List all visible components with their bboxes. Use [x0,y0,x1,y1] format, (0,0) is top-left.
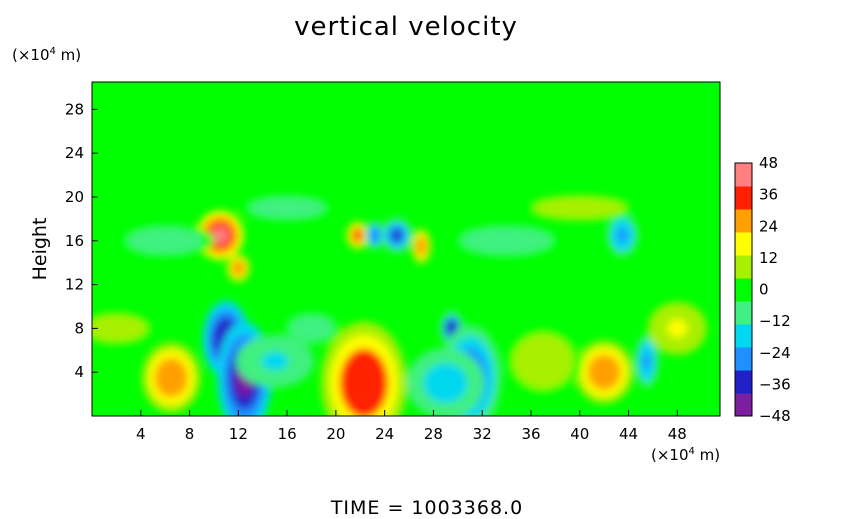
x-tick-label: 48 [668,425,687,443]
colorbar-swatch [735,347,752,371]
colorbar-swatch [735,209,752,233]
x-tick-label: 20 [326,425,345,443]
velocity-cell [102,322,130,335]
velocity-cell [529,349,557,374]
plot-frame [91,81,721,417]
colorbar-tick-label: −48 [759,407,791,425]
velocity-cell [391,229,403,242]
y-unit-prefix: (×10 [12,46,50,64]
x-tick-label: 40 [570,425,589,443]
colorbar-swatch [735,393,752,417]
velocity-cell [234,263,243,273]
x-tick-label: 28 [424,425,443,443]
y-tick-label: 28 [65,100,84,118]
colorbar-tick-label: −36 [759,375,791,393]
colorbar-swatch [735,324,752,348]
y-tick-label: 20 [65,188,84,206]
colorbar-swatch [735,301,752,325]
velocity-cell [667,319,688,338]
velocity-cell [161,365,182,390]
chart-title: vertical velocity [294,12,518,42]
velocity-cell [486,234,527,247]
velocity-cell [270,203,304,213]
velocity-cell [211,226,229,244]
colorbar-tick-label: 48 [759,154,778,172]
colorbar-tick-label: 24 [759,217,778,235]
colorbar-frame [734,162,753,417]
x-tick-label: 4 [136,425,146,443]
velocity-cell [371,230,379,241]
plot-area [92,82,720,416]
y-unit-exponent: 4 [49,46,56,57]
velocity-cell [642,352,651,371]
x-tick-label: 8 [185,425,195,443]
velocity-cell [617,228,628,243]
colorbar-swatch [735,232,752,256]
velocity-cell [432,371,460,396]
colorbar-swatch [735,370,752,394]
colorbar-tick-label: 0 [759,281,769,299]
colorbar-swatch [735,186,752,210]
colorbar-swatch [735,163,752,187]
y-tick-label: 12 [65,276,84,294]
x-tick-label: 16 [278,425,297,443]
velocity-cell [301,322,322,335]
velocity-cell [261,352,289,371]
x-tick-label: 24 [375,425,394,443]
x-tick-label: 32 [473,425,492,443]
colorbar-tick-label: −12 [759,312,791,330]
x-tick-label: 44 [619,425,638,443]
x-unit-prefix: (×10 [651,446,689,464]
field-features [92,193,707,416]
x-unit-suffix: m) [694,446,721,464]
velocity-cell [148,234,182,247]
colorbar-tick-label: 36 [759,186,778,204]
colorbar-tick-label: 12 [759,249,778,267]
y-tick-label: 8 [74,319,84,337]
x-axis: 4 8 12 16 20 24 28 32 36 40 44 48 [136,410,687,443]
velocity-cell [353,230,362,241]
colorbar-tick-label: −24 [759,344,791,362]
x-tick-label: 36 [521,425,540,443]
y-axis-unit: (×104 m) [12,46,81,64]
x-axis-unit: (×104 m) [651,446,720,464]
velocity-cell [447,322,456,335]
velocity-cell [594,361,615,384]
y-tick-label: 4 [74,363,84,381]
time-label: TIME = 1003368.0 [330,497,524,519]
velocity-cell [559,203,600,213]
y-unit-suffix: m) [55,46,82,64]
y-axis: 4 8 12 16 20 24 28 [65,100,98,381]
velocity-cell [417,240,425,253]
colorbar: 48 36 24 12 0 −12 −24 −36 −48 [734,154,791,425]
x-unit-exponent: 4 [688,446,695,457]
y-tick-label: 24 [65,144,84,162]
colorbar-swatch [735,278,752,302]
x-tick-label: 12 [229,425,248,443]
colorbar-swatch [735,255,752,279]
velocity-cell [349,362,379,405]
y-tick-label: 16 [65,232,84,250]
